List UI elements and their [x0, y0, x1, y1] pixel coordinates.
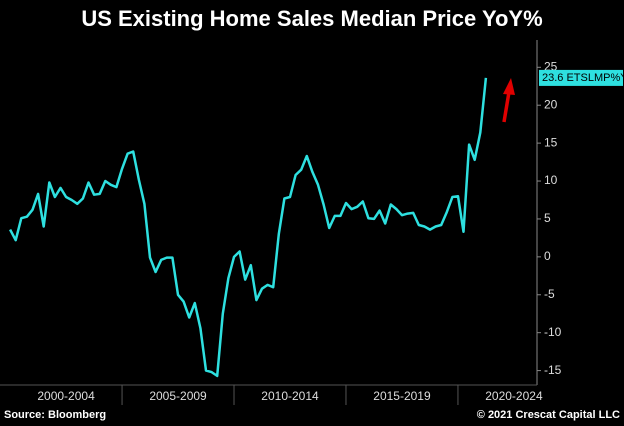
y-tick-label: 10	[544, 173, 558, 187]
red-arrow	[502, 78, 515, 123]
copyright: © 2021 Crescat Capital LLC	[477, 409, 620, 421]
x-tick-label: 2015-2019	[373, 389, 431, 403]
x-tick-label: 2005-2009	[149, 389, 207, 403]
x-tick-label: 2000-2004	[37, 389, 95, 403]
y-tick-label: 0	[544, 249, 551, 263]
series-line	[8, 77, 488, 378]
x-tick-label: 2020-2024	[485, 389, 543, 403]
y-tick-label: 5	[544, 211, 551, 225]
y-tick-label: 20	[544, 97, 558, 111]
source: Source: Bloomberg	[4, 409, 106, 421]
last-value-box	[539, 69, 623, 86]
x-tick-label: 2010-2014	[261, 389, 319, 403]
y-tick-label: -5	[544, 287, 555, 301]
y-tick-label: 15	[544, 135, 558, 149]
y-tick-label: -10	[544, 325, 562, 339]
last-value-label: 23.6 ETSLMP%Y	[542, 72, 624, 84]
y-tick-label: -15	[544, 363, 562, 377]
chart-title: US Existing Home Sales Median Price YoY%	[81, 6, 542, 31]
